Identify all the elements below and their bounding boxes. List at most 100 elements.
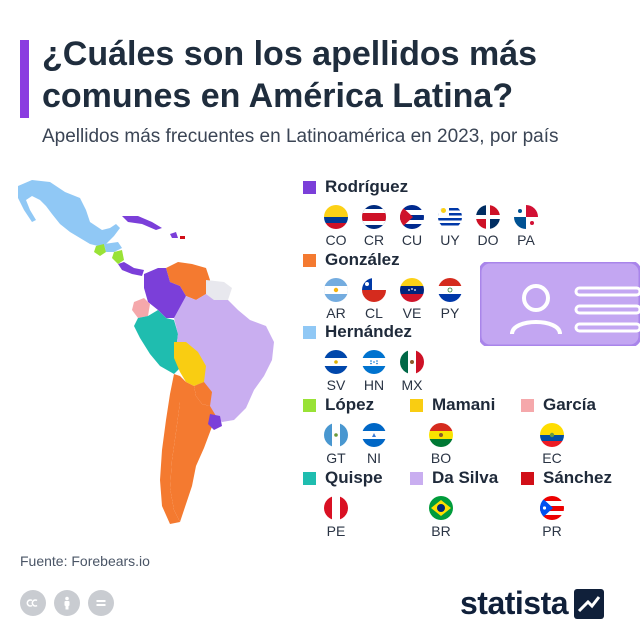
legend-swatch-dasilva xyxy=(410,471,423,485)
country-code: CR xyxy=(363,232,385,248)
flag-ecuador-icon xyxy=(540,423,564,447)
flag-panama-icon xyxy=(514,205,538,229)
legend-swatch-hernandez xyxy=(303,325,316,339)
map-dominican-republic xyxy=(170,232,178,238)
country-code: PA xyxy=(517,232,535,248)
map-peru xyxy=(134,310,182,374)
page-title: ¿Cuáles son los apellidos más comunes en… xyxy=(42,35,538,115)
flag-paraguay-icon xyxy=(438,278,462,302)
country-code: BO xyxy=(430,450,452,466)
country-code: EC xyxy=(542,450,562,466)
page-subtitle: Apellidos más frecuentes en Latinoaméric… xyxy=(42,126,559,147)
country-code: UY xyxy=(440,232,460,248)
flag-nicaragua-icon xyxy=(362,423,386,447)
legend-group-mamani: Mamani BO xyxy=(410,394,495,466)
legend-surname-dasilva: Da Silva xyxy=(432,468,499,487)
legend-surname-lopez: López xyxy=(325,395,375,414)
no-derivatives-icon[interactable] xyxy=(88,590,114,616)
map-colombia xyxy=(144,268,186,318)
flag-uruguay-icon xyxy=(438,205,462,229)
title-accent-bar xyxy=(20,40,29,118)
legend-surname-gonzalez: González xyxy=(325,250,400,269)
map-mexico xyxy=(18,180,120,246)
legend-surname-mamani: Mamani xyxy=(432,395,496,414)
legend-group-lopez: López GT NI xyxy=(303,394,393,466)
legend-swatch-mamani xyxy=(410,398,423,412)
country-code: PR xyxy=(542,523,562,539)
map-guatemala xyxy=(94,244,106,256)
legend-swatch-rodriguez xyxy=(303,180,316,194)
legend-surname-quispe: Quispe xyxy=(325,468,383,487)
map-nicaragua xyxy=(112,250,124,264)
flag-chile-icon xyxy=(362,278,386,302)
map-cuba xyxy=(122,216,162,230)
flag-argentina-icon xyxy=(324,278,348,302)
statista-logo[interactable]: statista xyxy=(460,585,605,622)
statista-logo-icon xyxy=(574,588,605,619)
flag-el-salvador-icon xyxy=(324,350,348,374)
map-venezuela xyxy=(166,262,210,300)
flag-brazil-icon xyxy=(429,496,453,520)
country-code: DO xyxy=(477,232,499,248)
flag-puerto-rico-icon xyxy=(540,496,564,520)
map-costa-rica-panama xyxy=(118,262,144,276)
map-uruguay xyxy=(208,414,222,430)
flag-venezuela-icon xyxy=(400,278,424,302)
legend-group-quispe: Quispe PE xyxy=(303,467,383,539)
flag-dominican-republic-icon xyxy=(476,205,500,229)
flag-bolivia-icon xyxy=(429,423,453,447)
legend-swatch-sanchez xyxy=(521,471,534,485)
legend-surname-garcia: García xyxy=(543,395,596,414)
legend-group-sanchez: Sánchez PR xyxy=(521,467,612,539)
legend-surname-hernandez: Hernández xyxy=(325,322,412,341)
flag-guatemala-icon xyxy=(324,423,348,447)
country-code: BR xyxy=(431,523,451,539)
latin-america-map xyxy=(18,180,274,524)
map-honduras xyxy=(104,242,122,252)
country-code: SV xyxy=(326,377,346,393)
map-bolivia xyxy=(174,342,206,386)
user-icon xyxy=(510,284,562,335)
creative-commons-icon[interactable] xyxy=(20,590,46,616)
legend-group-garcia: García EC xyxy=(521,394,596,466)
legend-group-gonzalez: González AR CL VE PY xyxy=(303,249,469,321)
map-ecuador xyxy=(132,298,150,318)
flag-cuba-icon xyxy=(400,205,424,229)
country-code: VE xyxy=(402,305,422,321)
legend-group-hernandez: Hernández SV HN MX xyxy=(303,321,431,393)
country-code: GT xyxy=(326,450,346,466)
country-code: NI xyxy=(367,450,381,466)
map-argentina xyxy=(170,376,216,522)
flag-honduras-icon xyxy=(362,350,386,374)
legend-swatch-gonzalez xyxy=(303,253,316,267)
legend-surname-sanchez: Sánchez xyxy=(543,468,612,487)
country-code: AR xyxy=(326,305,346,321)
flag-mexico-icon xyxy=(400,350,424,374)
country-code: CO xyxy=(325,232,347,248)
legend-surname-rodriguez: Rodríguez xyxy=(325,177,409,196)
map-paraguay xyxy=(194,382,212,406)
source-note: Fuente: Forebears.io xyxy=(20,553,150,569)
brand-name: statista xyxy=(460,585,569,621)
flag-costa-rica-icon xyxy=(362,205,386,229)
country-code: MX xyxy=(401,377,423,393)
legend-swatch-quispe xyxy=(303,471,316,485)
attribution-icon[interactable] xyxy=(54,590,80,616)
license-icons xyxy=(20,590,122,616)
country-code: CL xyxy=(365,305,383,321)
country-code: PE xyxy=(326,523,346,539)
map-guianas xyxy=(206,280,232,300)
country-code: PY xyxy=(440,305,460,321)
legend-swatch-lopez xyxy=(303,398,316,412)
map-puerto-rico xyxy=(180,236,185,239)
id-card-illustration xyxy=(480,262,640,346)
legend-group-dasilva: Da Silva BR xyxy=(410,467,498,539)
flag-colombia-icon xyxy=(324,205,348,229)
country-code: CU xyxy=(401,232,423,248)
legend-group-rodriguez: Rodríguez CO CR CU UY DO PA xyxy=(303,176,545,248)
legend-swatch-garcia xyxy=(521,398,534,412)
flag-peru-icon xyxy=(324,496,348,520)
map-chile xyxy=(160,374,180,524)
country-code: HN xyxy=(363,377,385,393)
map-brazil xyxy=(174,294,274,422)
